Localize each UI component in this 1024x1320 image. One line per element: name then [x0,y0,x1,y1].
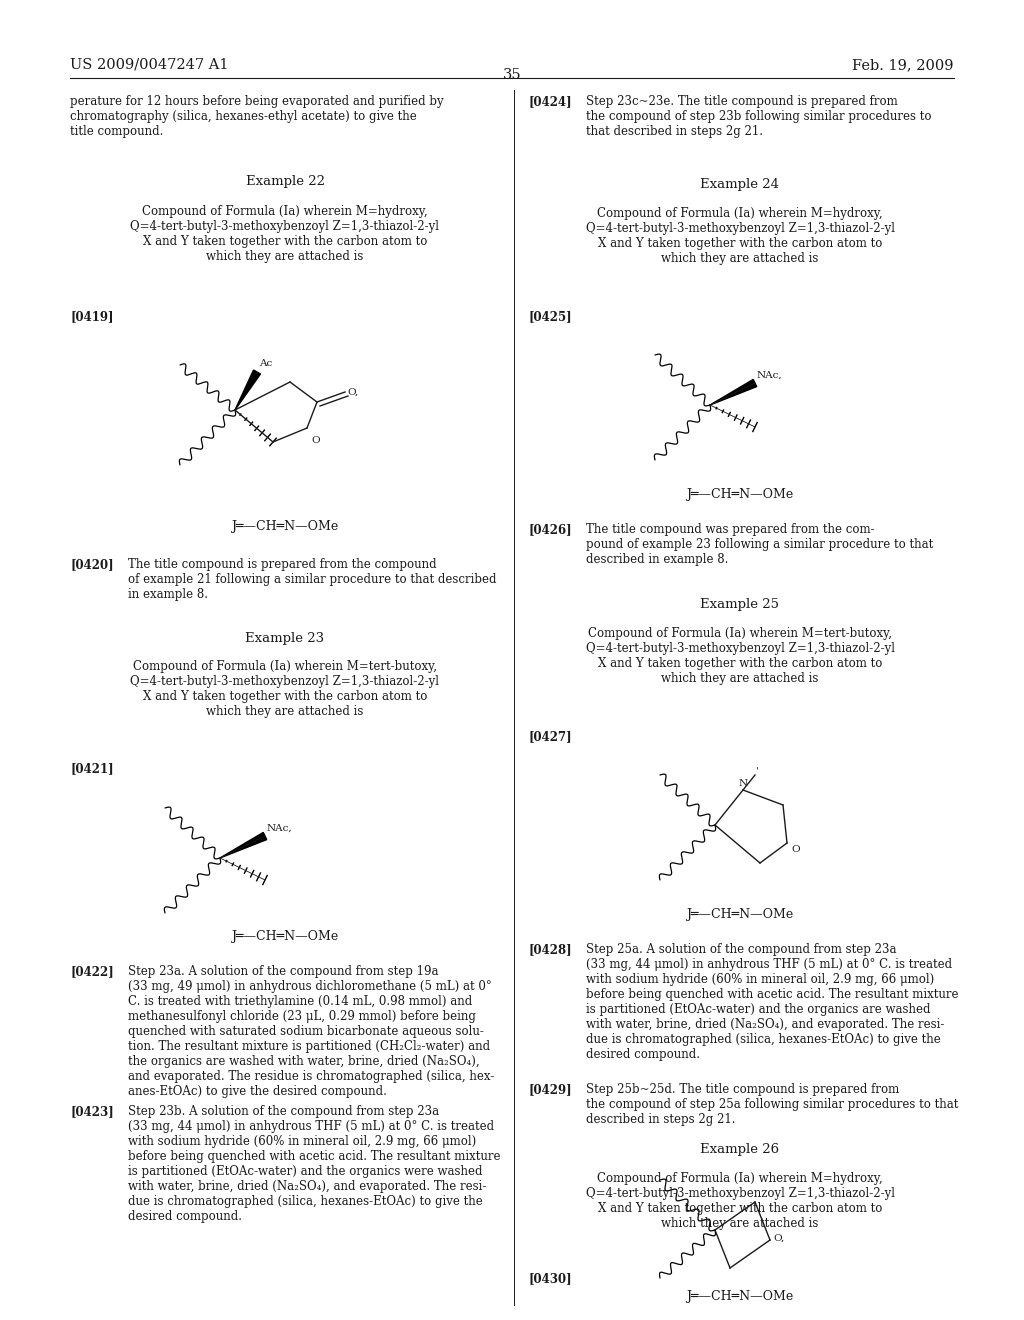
Text: Ac: Ac [259,359,272,368]
Text: J═—CH═N—OMe: J═—CH═N—OMe [686,1290,794,1303]
Text: [0426]: [0426] [528,523,571,536]
Text: N: N [738,779,748,788]
Text: [0425]: [0425] [528,310,571,323]
Text: Example 25: Example 25 [700,598,779,611]
Text: Example 23: Example 23 [246,632,325,645]
Text: US 2009/0047247 A1: US 2009/0047247 A1 [70,58,228,73]
Text: J═—CH═N—OMe: J═—CH═N—OMe [686,488,794,502]
Text: Step 23b. A solution of the compound from step 23a
(33 mg, 44 μmol) in anhydrous: Step 23b. A solution of the compound fro… [128,1105,501,1224]
Text: O: O [791,845,800,854]
Text: [0421]: [0421] [70,762,114,775]
Polygon shape [710,379,757,405]
Text: Step 25a. A solution of the compound from step 23a
(33 mg, 44 μmol) in anhydrous: Step 25a. A solution of the compound fro… [586,942,958,1061]
Text: Feb. 19, 2009: Feb. 19, 2009 [853,58,954,73]
Text: [0422]: [0422] [70,965,114,978]
Text: perature for 12 hours before being evaporated and purified by
chromatography (si: perature for 12 hours before being evapo… [70,95,443,139]
Text: NAc,: NAc, [267,824,293,833]
Text: Compound of Formula (Ia) wherein M=hydroxy,
Q=4-tert-butyl-3-methoxybenzoyl Z=1,: Compound of Formula (Ia) wherein M=hydro… [130,205,439,263]
Text: Step 23c~23e. The title compound is prepared from
the compound of step 23b follo: Step 23c~23e. The title compound is prep… [586,95,932,139]
Text: Compound of Formula (Ia) wherein M=hydroxy,
Q=4-tert-butyl-3-methoxybenzoyl Z=1,: Compound of Formula (Ia) wherein M=hydro… [586,207,895,265]
Text: [0427]: [0427] [528,730,571,743]
Text: O,: O, [347,388,358,396]
Text: [0430]: [0430] [528,1272,571,1284]
Text: ': ' [756,766,759,775]
Text: J═—CH═N—OMe: J═—CH═N—OMe [231,931,339,942]
Text: [0419]: [0419] [70,310,114,323]
Text: [0428]: [0428] [528,942,571,956]
Text: Example 26: Example 26 [700,1143,779,1156]
Text: The title compound is prepared from the compound
of example 21 following a simil: The title compound is prepared from the … [128,558,497,601]
Text: O,: O, [773,1233,784,1242]
Text: The title compound was prepared from the com-
pound of example 23 following a si: The title compound was prepared from the… [586,523,933,566]
Polygon shape [234,370,260,411]
Polygon shape [220,833,267,858]
Text: NAc,: NAc, [757,371,782,380]
Text: Compound of Formula (Ia) wherein M=tert-butoxy,
Q=4-tert-butyl-3-methoxybenzoyl : Compound of Formula (Ia) wherein M=tert-… [130,660,439,718]
Text: [0420]: [0420] [70,558,114,572]
Text: J═—CH═N—OMe: J═—CH═N—OMe [686,908,794,921]
Text: J═—CH═N—OMe: J═—CH═N—OMe [231,520,339,533]
Text: [0429]: [0429] [528,1082,571,1096]
Text: Compound of Formula (Ia) wherein M=tert-butoxy,
Q=4-tert-butyl-3-methoxybenzoyl : Compound of Formula (Ia) wherein M=tert-… [586,627,895,685]
Text: Step 23a. A solution of the compound from step 19a
(33 mg, 49 μmol) in anhydrous: Step 23a. A solution of the compound fro… [128,965,495,1098]
Text: Example 24: Example 24 [700,178,779,191]
Text: [0424]: [0424] [528,95,571,108]
Text: Compound of Formula (Ia) wherein M=hydroxy,
Q=4-tert-butyl-3-methoxybenzoyl Z=1,: Compound of Formula (Ia) wherein M=hydro… [586,1172,895,1230]
Text: Example 22: Example 22 [246,176,325,187]
Text: Step 25b~25d. The title compound is prepared from
the compound of step 25a follo: Step 25b~25d. The title compound is prep… [586,1082,958,1126]
Text: 35: 35 [503,69,521,82]
Text: O: O [311,436,319,445]
Text: [0423]: [0423] [70,1105,114,1118]
